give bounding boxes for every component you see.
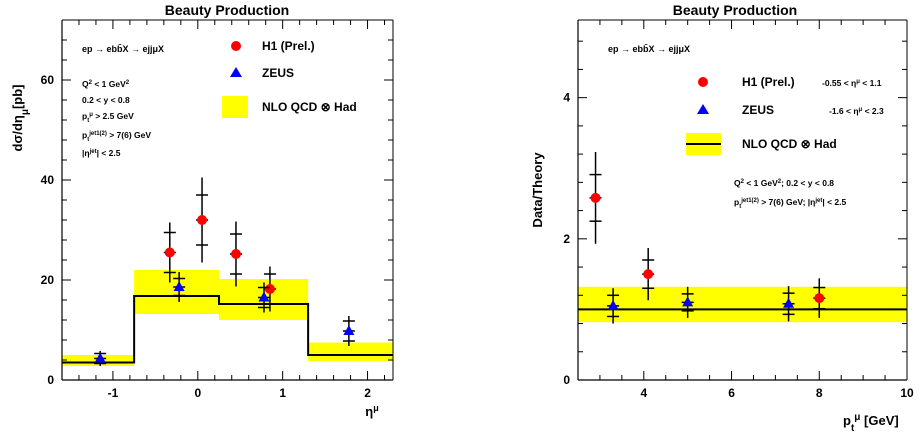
right-y-tick-label: 2 (563, 232, 570, 246)
left-legend-nlo-swatch (222, 96, 248, 118)
left-cut-y: 0.2 < y < 0.8 (82, 95, 130, 105)
left-x-tick-label: -1 (108, 386, 119, 400)
left-zeus-point-2 (258, 291, 270, 302)
right-nlo-band (578, 286, 907, 323)
left-cut-ptmu: ptμ > 2.5 GeV (82, 111, 134, 124)
left-h1-point-3 (264, 284, 275, 294)
left-x-axis-label: ημ (365, 403, 378, 419)
right-zeus-point-2 (783, 297, 795, 308)
left-nlo-band-bin-1 (134, 270, 220, 314)
right-cuts-line2: ptjet1(2) > 7(6) GeV; |ηjet| < 2.5 (734, 197, 847, 210)
left-h1-point-2 (230, 249, 241, 259)
right-h1-point-2 (814, 293, 825, 304)
right-x-tick-label: 10 (900, 386, 914, 400)
left-h1-point-1 (197, 215, 208, 225)
right-legend-nlo-label: NLO QCD ⊗ Had (742, 137, 837, 151)
left-zeus-point-3 (343, 325, 355, 335)
left-zeus-point-0 (94, 352, 106, 363)
left-legend-h1-marker (231, 41, 241, 51)
right-legend-zeus-range: -1.6 < ημ < 2.3 (829, 106, 884, 116)
right-zeus-point-1 (682, 296, 694, 307)
left-nlo-band-bin-3 (308, 342, 393, 361)
right-x-tick-label: 4 (640, 386, 647, 400)
left-nlo-central-line (62, 295, 393, 364)
right-h1-point-0 (590, 192, 601, 203)
left-x-tick-label: 0 (194, 386, 201, 400)
right-title: Beauty Production (673, 2, 797, 18)
right-cuts-line1: Q2 < 1 GeV2; 0.2 < y < 0.8 (734, 178, 834, 188)
left-x-tick-label: 1 (279, 386, 286, 400)
left-x-tick-label: 2 (364, 386, 371, 400)
right-legend-h1-label: H1 (Prel.) (742, 75, 795, 89)
left-cut-etajet: |ηjet| < 2.5 (82, 148, 121, 158)
right-x-tick-label: 8 (816, 386, 823, 400)
left-y-tick-label: 20 (41, 273, 55, 287)
left-legend-nlo-label: NLO QCD ⊗ Had (262, 100, 357, 114)
left-legend-h1-label: H1 (Prel.) (262, 39, 315, 53)
right-legend-h1-range: -0.55 < ημ < 1.1 (822, 78, 882, 88)
left-title: Beauty Production (165, 2, 289, 18)
left-legend-zeus-label: ZEUS (262, 66, 294, 80)
left-y-tick-label: 60 (41, 73, 55, 87)
right-y-axis-label: Data/Theory (530, 152, 545, 228)
left-legend-zeus-marker (230, 67, 242, 77)
left-y-tick-label: 0 (47, 373, 54, 387)
right-y-tick-label: 4 (563, 91, 570, 105)
left-zeus-point-1 (173, 281, 185, 291)
right-zeus-point-0 (607, 299, 619, 310)
left-y-tick-label: 40 (41, 173, 55, 187)
right-y-tick-label: 0 (563, 373, 570, 387)
right-legend-zeus-label: ZEUS (742, 103, 774, 117)
right-process-label: ep → ebb̄X → ejjμX (608, 44, 690, 54)
left-process-label: ep → ebb̄X → ejjμX (82, 44, 164, 54)
left-cut-q2: Q2 < 1 GeV2 (82, 79, 130, 89)
right-x-tick-label: 6 (728, 386, 735, 400)
right-x-axis-label: ptμ [GeV] (843, 412, 899, 434)
right-h1-point-1 (643, 269, 654, 280)
left-h1-point-0 (164, 247, 175, 258)
right-legend-zeus-marker (697, 104, 709, 114)
right-legend-h1-marker (698, 77, 708, 87)
left-y-axis-label: dσ/dημ[pb] (10, 85, 31, 152)
left-cut-ptjet: ptjet1(2) > 7(6) GeV (82, 130, 151, 143)
